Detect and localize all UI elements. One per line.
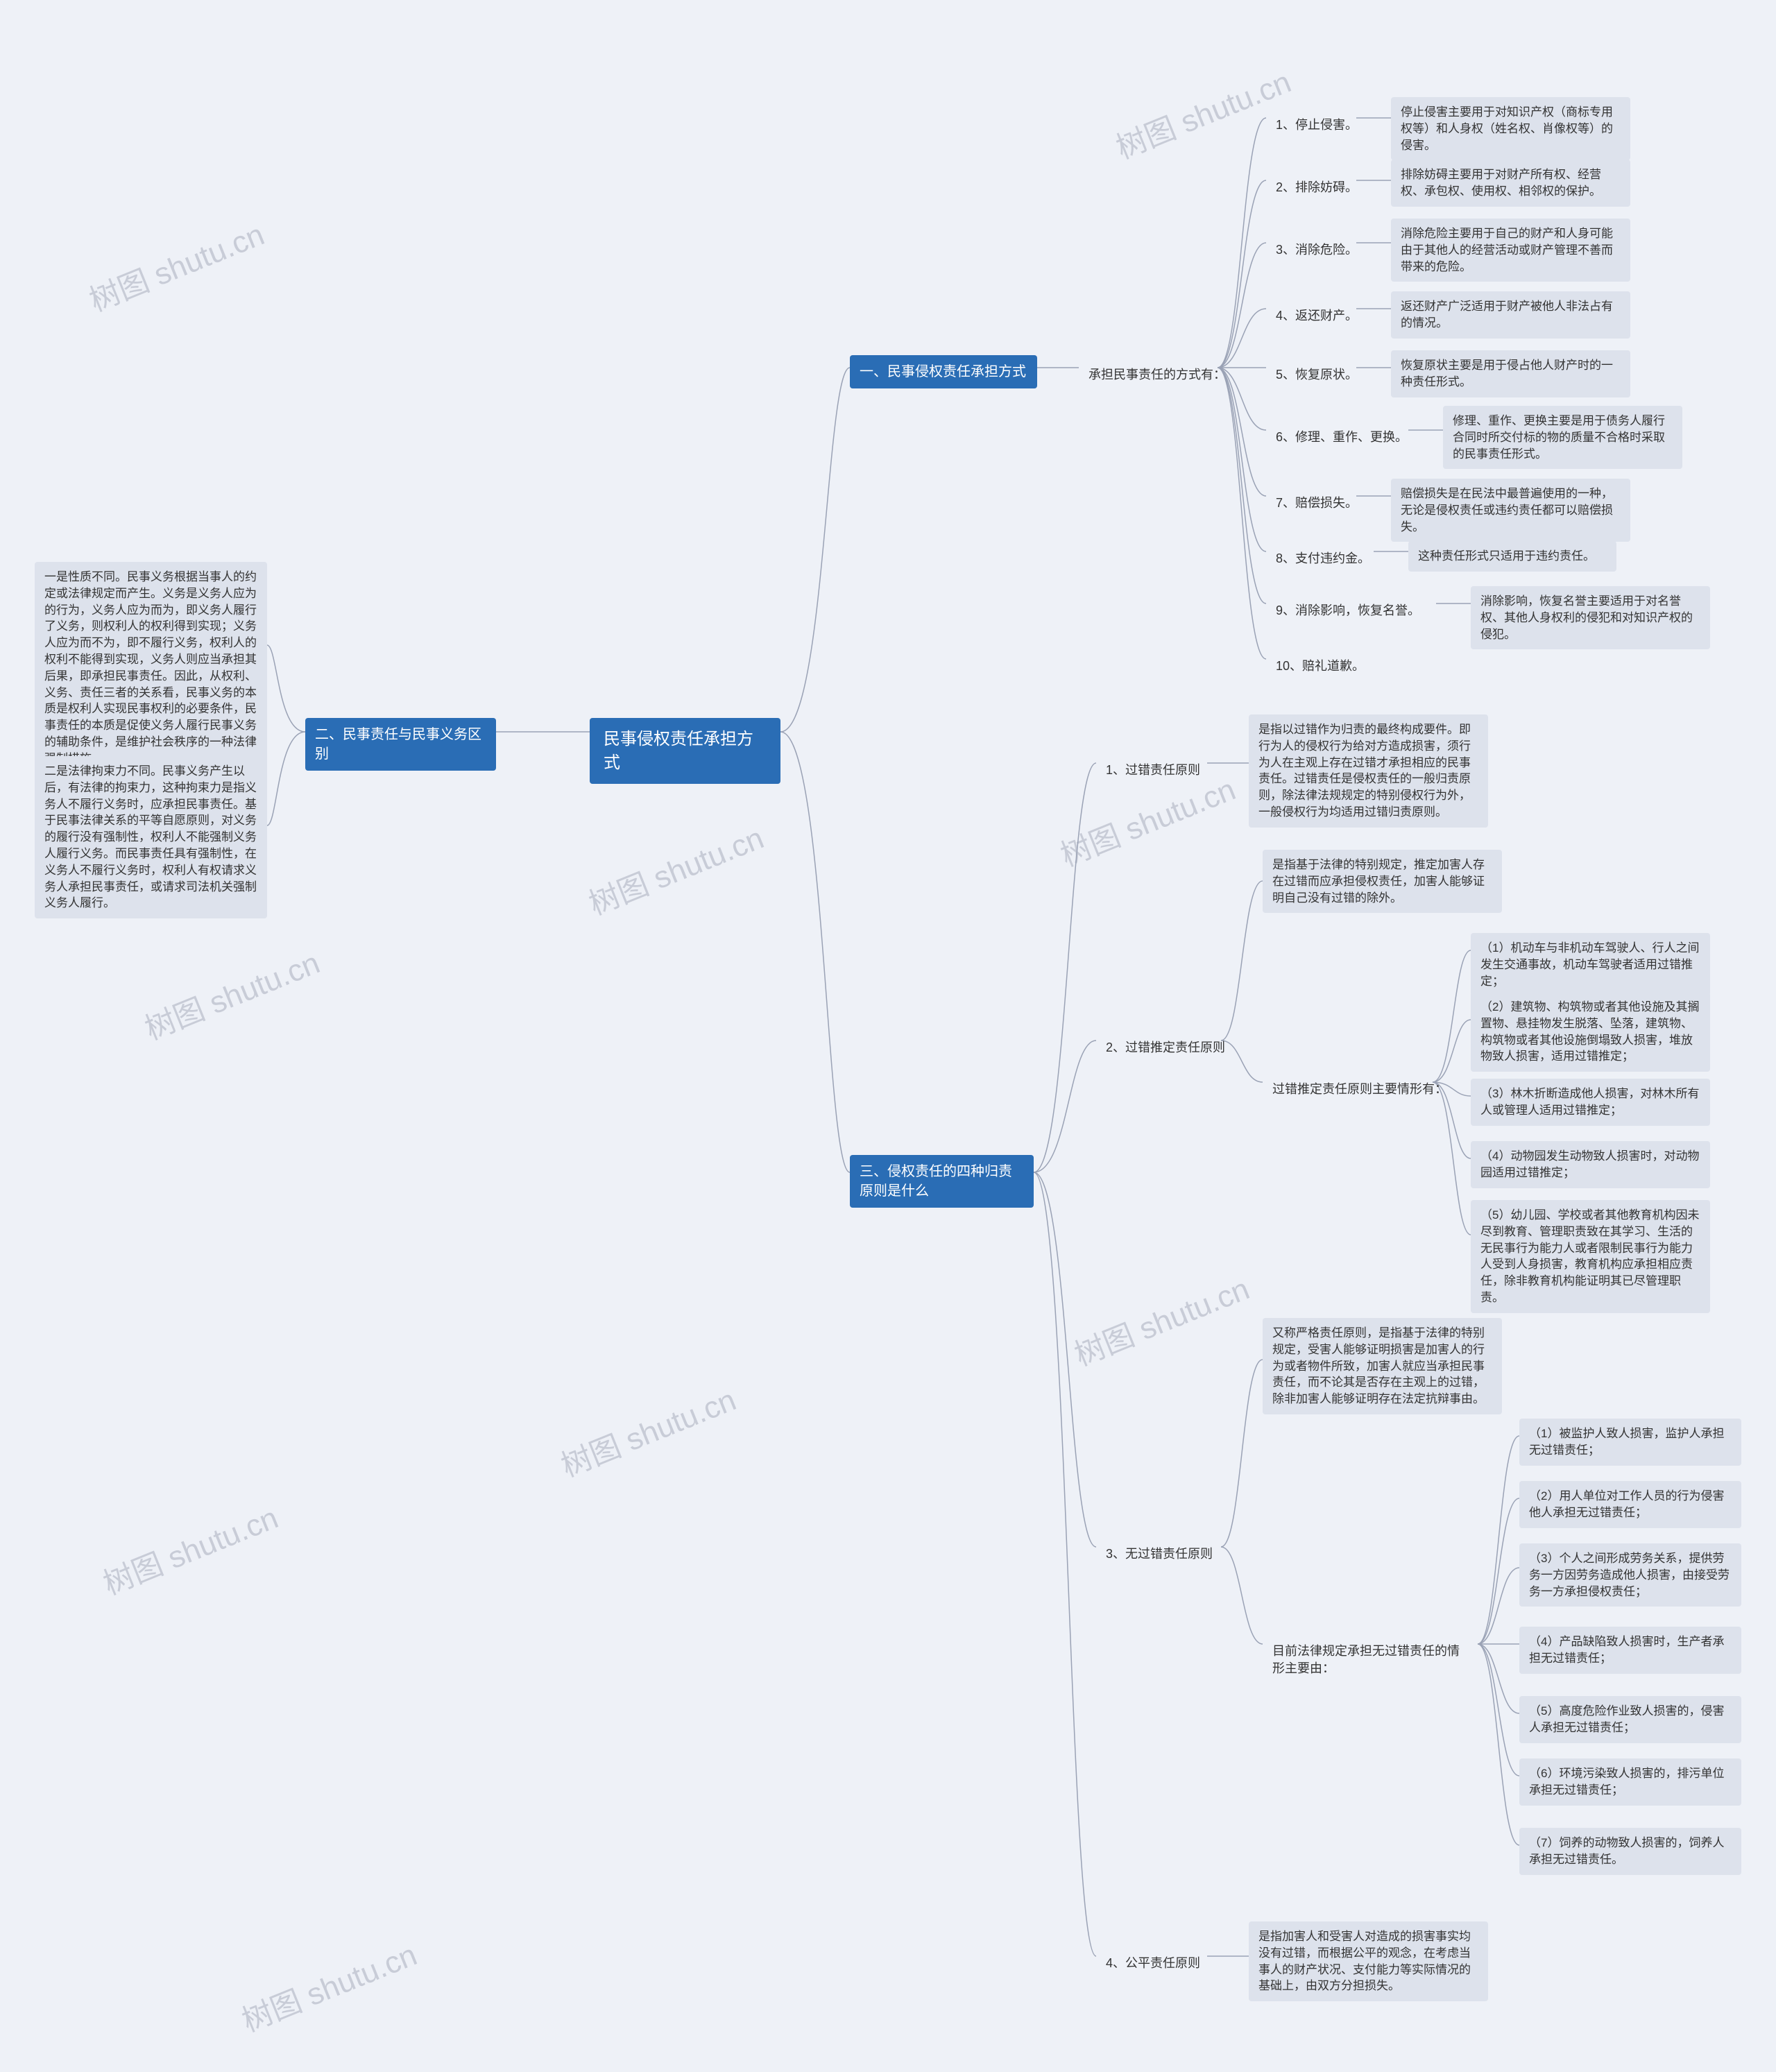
p3-sub-7: （7）饲养的动物致人损害的，饲养人承担无过错责任。: [1519, 1828, 1741, 1875]
s1-item-6-no: 6、修理、重作、更换。: [1266, 422, 1417, 453]
s1-item-3-text: 消除危险主要用于自己的财产和人身可能由于其他人的经营活动或财产管理不善而带来的危…: [1391, 219, 1630, 282]
principle-2-sublabel: 过错推定责任原则主要情形有：: [1263, 1074, 1457, 1105]
left-item-2: 二是法律拘束力不同。民事义务产生以后，有法律的拘束力，这种拘束力是指义务人不履行…: [35, 756, 267, 918]
principle-4-intro: 是指加害人和受害人对造成的损害事实均没有过错，而根据公平的观念，在考虑当事人的财…: [1249, 1921, 1488, 2001]
p3-sub-3: （3）个人之间形成劳务关系，提供劳务一方因劳务造成他人损害，由接受劳务一方承担侵…: [1519, 1543, 1741, 1607]
principle-3-sublabel: 目前法律规定承担无过错责任的情形主要由：: [1263, 1636, 1478, 1684]
s1-item-10-no: 10、赔礼道歉。: [1266, 651, 1374, 682]
s1-item-9-no: 9、消除影响，恢复名誉。: [1266, 595, 1430, 626]
s1-item-1-text: 停止侵害主要用于对知识产权（商标专用权等）和人身权（姓名权、肖像权等）的侵害。: [1391, 97, 1630, 160]
principle-1-no: 1、过错责任原则: [1096, 755, 1210, 786]
root-node: 民事侵权责任承担方式: [590, 718, 780, 784]
principle-4-no: 4、公平责任原则: [1096, 1948, 1210, 1979]
principle-2-intro: 是指基于法律的特别规定，推定加害人存在过错而应承担侵权责任，加害人能够证明自己没…: [1263, 850, 1502, 913]
s1-item-9-text: 消除影响，恢复名誉主要适用于对名誉权、其他人身权利的侵犯和对知识产权的侵犯。: [1471, 586, 1710, 649]
mindmap-canvas: 树图 shutu.cn 树图 shutu.cn 树图 shutu.cn 树图 s…: [0, 0, 1776, 2072]
p2-sub-1: （1）机动车与非机动车驾驶人、行人之间发生交通事故，机动车驾驶者适用过错推定；: [1471, 933, 1710, 996]
s1-item-6-text: 修理、重作、更换主要是用于债务人履行合同时所交付标的物的质量不合格时采取的民事责…: [1443, 406, 1682, 469]
section-1-sub: 承担民事责任的方式有：: [1079, 359, 1236, 391]
p3-sub-5: （5）高度危险作业致人损害的，侵害人承担无过错责任；: [1519, 1696, 1741, 1743]
s1-item-5-no: 5、恢复原状。: [1266, 359, 1367, 391]
left-item-1: 一是性质不同。民事义务根据当事人的约定或法律规定而产生。义务是义务人应为的行为，…: [35, 562, 267, 774]
section-3: 三、侵权责任的四种归责原则是什么: [850, 1155, 1034, 1208]
s1-item-2-no: 2、排除妨碍。: [1266, 172, 1367, 203]
s1-item-8-no: 8、支付违约金。: [1266, 543, 1380, 574]
p3-sub-1: （1）被监护人致人损害，监护人承担无过错责任；: [1519, 1419, 1741, 1466]
section-1: 一、民事侵权责任承担方式: [850, 355, 1037, 388]
p3-sub-2: （2）用人单位对工作人员的行为侵害他人承担无过错责任；: [1519, 1481, 1741, 1528]
p2-sub-3: （3）林木折断造成他人损害，对林木所有人或管理人适用过错推定；: [1471, 1079, 1710, 1126]
s1-item-4-no: 4、返还财产。: [1266, 300, 1367, 332]
section-2: 二、民事责任与民事义务区别: [305, 718, 496, 771]
s1-item-5-text: 恢复原状主要是用于侵占他人财产时的一种责任形式。: [1391, 350, 1630, 397]
s1-item-8-text: 这种责任形式只适用于违约责任。: [1408, 541, 1616, 572]
s1-item-2-text: 排除妨碍主要用于对财产所有权、经营权、承包权、使用权、相邻权的保护。: [1391, 160, 1630, 207]
principle-2-no: 2、过错推定责任原则: [1096, 1032, 1235, 1063]
principle-3-intro: 又称严格责任原则，是指基于法律的特别规定，受害人能够证明损害是加害人的行为或者物…: [1263, 1318, 1502, 1414]
principle-3-no: 3、无过错责任原则: [1096, 1539, 1222, 1570]
p2-sub-4: （4）动物园发生动物致人损害时，对动物园适用过错推定；: [1471, 1141, 1710, 1188]
p2-sub-2: （2）建筑物、构筑物或者其他设施及其搁置物、悬挂物发生脱落、坠落，建筑物、构筑物…: [1471, 992, 1710, 1072]
s1-item-7-no: 7、赔偿损失。: [1266, 488, 1367, 519]
principle-1-intro: 是指以过错作为归责的最终构成要件。即行为人的侵权行为给对方造成损害，须行为人在主…: [1249, 714, 1488, 828]
s1-item-3-no: 3、消除危险。: [1266, 234, 1367, 266]
p3-sub-4: （4）产品缺陷致人损害时，生产者承担无过错责任；: [1519, 1627, 1741, 1674]
p2-sub-5: （5）幼儿园、学校或者其他教育机构因未尽到教育、管理职责致在其学习、生活的无民事…: [1471, 1200, 1710, 1313]
s1-item-1-no: 1、停止侵害。: [1266, 110, 1367, 141]
p3-sub-6: （6）环境污染致人损害的，排污单位承担无过错责任；: [1519, 1758, 1741, 1806]
s1-item-7-text: 赔偿损失是在民法中最普遍使用的一种，无论是侵权责任或违约责任都可以赔偿损失。: [1391, 479, 1630, 542]
s1-item-4-text: 返还财产广泛适用于财产被他人非法占有的情况。: [1391, 291, 1630, 339]
